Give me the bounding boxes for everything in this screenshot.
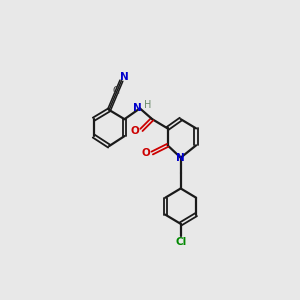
Text: Cl: Cl bbox=[175, 237, 186, 248]
Text: O: O bbox=[131, 127, 140, 136]
Text: C: C bbox=[112, 86, 119, 96]
Text: H: H bbox=[144, 100, 151, 110]
Text: N: N bbox=[176, 153, 185, 163]
Text: O: O bbox=[142, 148, 150, 158]
Text: N: N bbox=[133, 103, 141, 113]
Text: N: N bbox=[120, 72, 129, 82]
